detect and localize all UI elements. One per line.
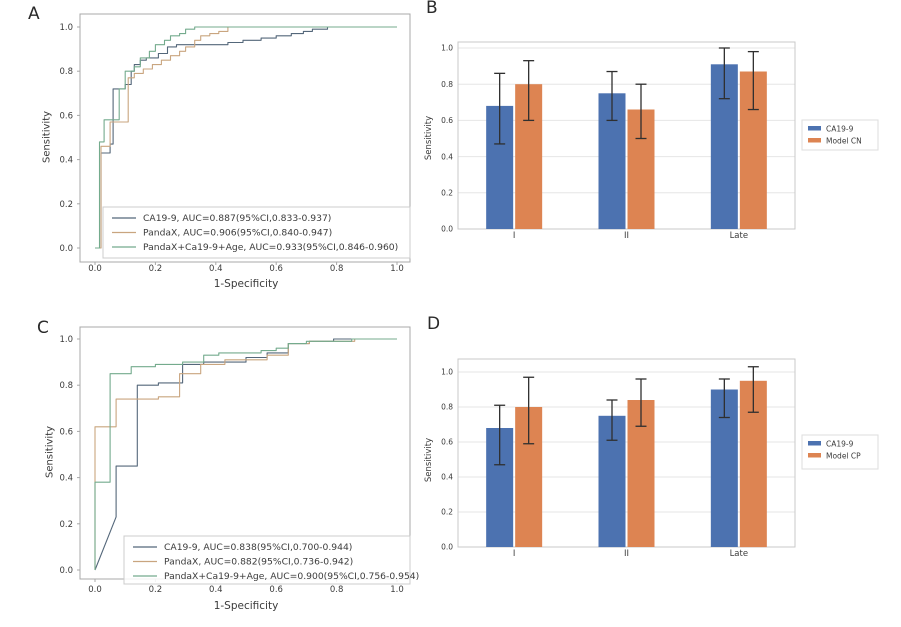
error-bar-late-model-cn (747, 50, 759, 111)
legend-label-model-cp: Model CP (826, 452, 861, 461)
x-tick-label: 0.2 (149, 264, 163, 274)
roc-curve-pandax (94, 338, 397, 570)
y-tick-label: 0.8 (441, 80, 453, 89)
error-bar-i-model-cn (523, 60, 535, 122)
x-tick-label: 0.0 (88, 585, 102, 595)
legend-box (123, 535, 411, 585)
plot-border (79, 13, 411, 263)
y-tick-label: 0.2 (441, 189, 453, 198)
y-tick-label: 0.0 (59, 244, 73, 254)
error-bar-i-ca19-9 (494, 72, 506, 145)
error-bar-late-ca19-9 (718, 378, 730, 419)
panel-b-label: B (426, 0, 438, 18)
y-tick-label: 0.6 (59, 111, 73, 121)
error-bar-late-model-cp (747, 366, 759, 413)
x-tick-label: 0.8 (330, 264, 344, 274)
y-tick-label: 0.6 (441, 438, 453, 447)
x-tick-label: 1.0 (390, 264, 404, 274)
y-tick-label: 0.6 (441, 116, 453, 125)
y-tick-label: 0.8 (441, 403, 453, 412)
panel-c-roc-chart: 0.0 0.2 0.4 0.6 0.8 1.0 0.0 0.2 0.4 0.6 0.8 1.0 CA19… (59, 326, 419, 595)
legend-box (801, 119, 879, 151)
plot-border (457, 41, 796, 230)
error-bar-late-ca19-9 (718, 47, 730, 100)
y-tick-label: 1.0 (441, 44, 453, 53)
x-tick-label: 0.2 (149, 585, 163, 595)
y-tick-label: 0.0 (441, 543, 453, 552)
legend-label-ca19-9: CA19-9, AUC=0.838(95%CI,0.700-0.944) (164, 542, 352, 553)
legend-box (102, 206, 411, 259)
panel-a-x-axis-title: 1-Specificity (213, 278, 279, 290)
x-tick-label: 0.4 (209, 585, 223, 595)
error-bar-ii-ca19-9 (606, 399, 618, 441)
category-label-late: Late (730, 549, 749, 559)
category-label-ii: II (624, 549, 629, 559)
legend-label-ca19-9: CA19-9 (826, 440, 854, 449)
y-tick-label: 0.4 (59, 474, 73, 484)
panel-c-x-axis-title: 1-Specificity (213, 600, 279, 612)
y-tick-label: 0.0 (59, 566, 73, 576)
legend-label-pandax-ca19-9-age: PandaX+Ca19-9+Age, AUC=0.933(95%CI,0.846… (143, 242, 398, 253)
x-tick-label: 0.6 (269, 264, 283, 274)
legend-label-ca19-9: CA19-9, AUC=0.887(95%CI,0.833-0.937) (143, 213, 331, 224)
y-tick-label: 1.0 (59, 23, 73, 33)
category-label-i: I (513, 549, 516, 559)
panel-a-roc-chart: 0.0 0.2 0.4 0.6 0.8 1.0 0.0 0.2 0.4 0.6 0.8 1.0 CA19… (59, 13, 411, 274)
x-tick-label: 0.6 (269, 585, 283, 595)
legend-swatch-ca19-9 (808, 126, 821, 131)
x-tick-label: 1.0 (390, 585, 404, 595)
error-bar-ii-model-cp (635, 378, 647, 427)
panel-d-label: D (427, 314, 441, 334)
error-bar-ii-ca19-9 (606, 70, 618, 122)
legend-label-pandax: PandaX, AUC=0.906(95%CI,0.840-0.947) (143, 228, 332, 239)
x-tick-label: 0.8 (330, 585, 344, 595)
error-bar-ii-model-cn (635, 83, 647, 140)
error-bar-i-ca19-9 (494, 404, 506, 466)
legend-label-pandax-ca19-9-age: PandaX+Ca19-9+Age, AUC=0.900(95%CI,0.756… (164, 571, 419, 582)
roc-curve-ca19-9 (94, 338, 397, 571)
category-label-ii: II (624, 231, 629, 241)
category-label-i: I (513, 231, 516, 241)
y-tick-label: 1.0 (59, 335, 73, 345)
y-tick-label: 0.8 (59, 67, 73, 77)
legend-label-ca19-9: CA19-9 (826, 125, 854, 134)
y-tick-label: 0.2 (59, 520, 73, 530)
y-tick-label: 1.0 (441, 368, 453, 377)
roc-curve-pandax (95, 26, 397, 249)
x-tick-label: 0.4 (209, 264, 223, 274)
panel-a-label: A (28, 4, 40, 24)
legend-box (801, 434, 879, 470)
y-tick-label: 0.4 (59, 156, 73, 166)
panel-c-label: C (37, 318, 49, 338)
x-tick-label: 0.0 (88, 264, 102, 274)
roc-curve-pandax-ca19-9-age (95, 26, 397, 249)
roc-curve-pandax-ca19-9-age (94, 338, 397, 570)
legend-swatch-model-cp (808, 453, 821, 458)
legend-swatch-ca19-9 (808, 441, 821, 446)
error-bar-i-model-cp (523, 376, 535, 445)
legend-label-model-cn: Model CN (826, 137, 862, 146)
y-tick-label: 0.0 (441, 225, 453, 234)
y-tick-label: 0.4 (441, 152, 453, 161)
y-tick-label: 0.6 (59, 427, 73, 437)
plot-border (457, 358, 796, 548)
legend-swatch-model-cn (808, 138, 821, 143)
category-label-late: Late (730, 231, 749, 241)
y-tick-label: 0.4 (441, 473, 453, 482)
legend-label-pandax: PandaX, AUC=0.882(95%CI,0.736-0.942) (164, 557, 353, 568)
y-tick-label: 0.8 (59, 381, 73, 391)
y-tick-label: 0.2 (441, 508, 453, 517)
y-tick-label: 0.2 (59, 200, 73, 210)
